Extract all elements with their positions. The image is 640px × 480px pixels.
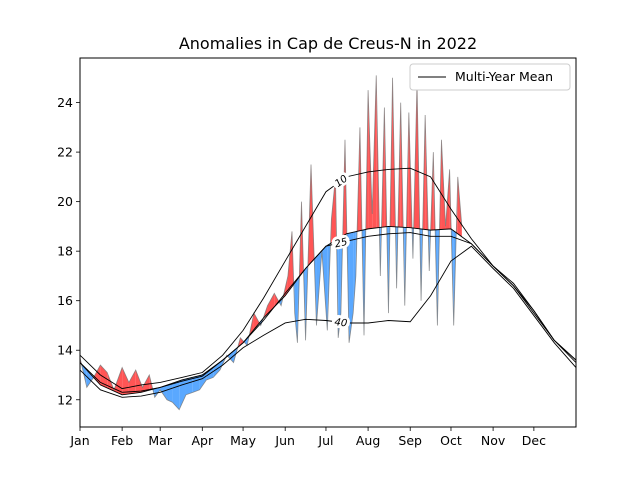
x-tick-label-dec: Dec [522, 433, 546, 448]
cool-anomaly-segment-47-0 [353, 231, 356, 314]
x-tick-label-oct: Oct [440, 433, 462, 448]
cool-anomaly-segment-15-0 [179, 378, 186, 410]
y-axis: 12 14 16 18 20 22 24 [57, 95, 80, 407]
y-tick-label-12: 12 [57, 392, 73, 407]
cool-anomaly-segment-14-0 [172, 380, 180, 410]
cool-anomaly-segment-12-0 [160, 385, 167, 400]
x-tick-label-apr: Apr [191, 433, 213, 448]
chart-title: Anomalies in Cap de Creus-N in 2022 [179, 34, 477, 53]
svg-text:40: 40 [334, 317, 348, 329]
legend-box [409, 63, 571, 91]
warm-anomaly-segment-9-0 [142, 374, 150, 392]
x-tick-label-jan: Jan [69, 433, 89, 448]
warm-anomaly-segment-29-0 [274, 293, 280, 307]
x-tick-label-jun: Jun [274, 433, 295, 448]
svg-text:25: 25 [334, 237, 349, 251]
warm-anomaly-segment-2-0 [93, 365, 101, 385]
x-tick-label-mar: Mar [148, 433, 172, 448]
legend: Multi-Year Mean [409, 63, 571, 91]
x-tick-label-nov: Nov [481, 433, 506, 448]
x-tick-label-jul: Jul [317, 433, 333, 448]
contour-labels-layer: 10 25 40 [331, 172, 350, 330]
warm-anomaly-segment-24-0 [240, 337, 244, 346]
cool-anomaly-segment-46-0 [349, 232, 354, 343]
legend-label: Multi-Year Mean [455, 69, 553, 84]
cool-anomaly-segment-1-0 [86, 370, 94, 388]
y-tick-label-20: 20 [57, 194, 73, 209]
x-tick-label-sep: Sep [398, 433, 422, 448]
warm-anomaly-segment-5-0 [113, 367, 123, 395]
warm-anomaly-segment-8-0 [135, 370, 143, 394]
warm-anomaly-segment-6-0 [122, 367, 129, 395]
cool-anomaly-segment-13-0 [166, 383, 173, 403]
anomaly-fill-layer [80, 75, 463, 411]
x-tick-label-aug: Aug [356, 433, 380, 448]
x-tick-label-may: May [230, 433, 256, 448]
y-tick-label-16: 16 [57, 293, 73, 308]
contour-label-40: 40 [331, 314, 350, 330]
series-2022-outline [80, 75, 463, 411]
cool-anomaly-segment-22-1 [227, 350, 234, 363]
y-tick-label-22: 22 [57, 145, 73, 160]
plot-frame [79, 57, 577, 428]
warm-anomaly-segment-28-0 [267, 293, 275, 314]
y-tick-label-24: 24 [57, 95, 73, 110]
cool-anomaly-segment-33-0 [294, 279, 298, 343]
percentile-lines-layer [80, 167, 576, 398]
warm-anomaly-segment-41-0 [331, 176, 336, 243]
contour-label-10: 10 [331, 172, 350, 190]
x-axis: Jan Feb Mar Apr May Jun Jul Aug Sep Oct Nov Dec [69, 427, 546, 448]
y-tick-label-14: 14 [57, 343, 73, 358]
percentile-40-line [80, 245, 576, 398]
warm-anomaly-segment-26-0 [253, 313, 260, 330]
cool-anomaly-segment-43-0 [338, 237, 341, 338]
percentile-25-line [80, 232, 576, 393]
x-tick-label-feb: Feb [111, 433, 133, 448]
warm-anomaly-segment-7-0 [128, 370, 136, 394]
y-tick-label-18: 18 [57, 244, 73, 259]
contour-label-25: 25 [331, 234, 350, 251]
